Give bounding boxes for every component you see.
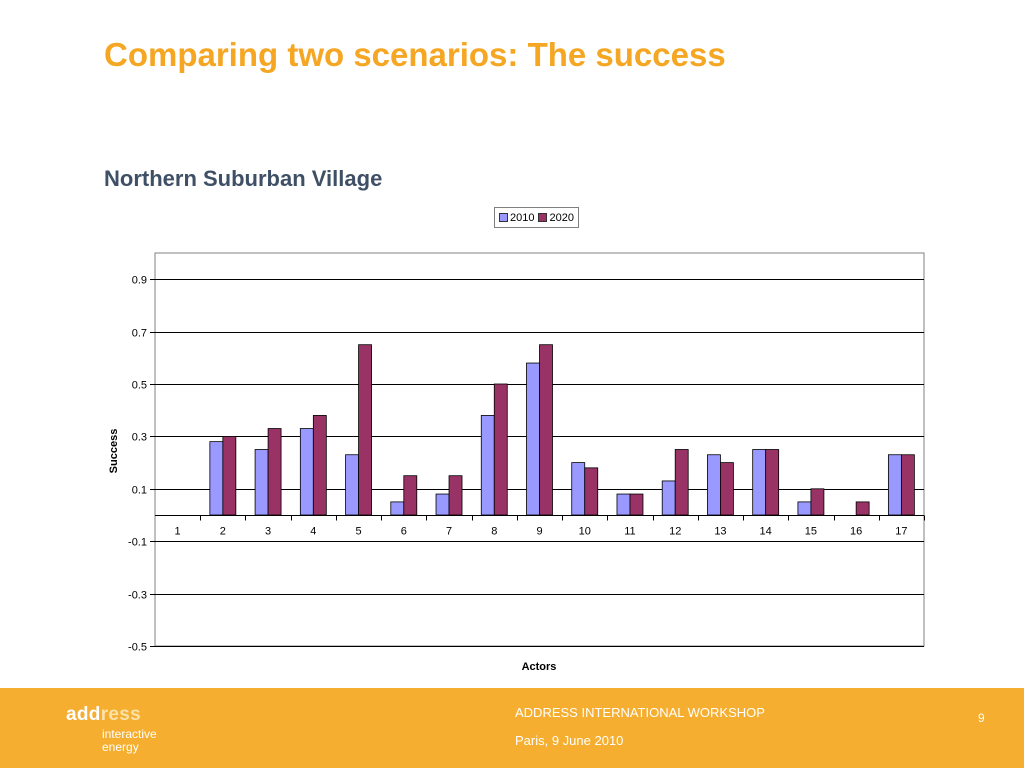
bar-2010-actor-9 [526, 362, 540, 516]
y-tick-label: 0.5 [132, 380, 147, 392]
legend-item-2020: 2020 [538, 211, 574, 224]
bar-2020-actor-3 [267, 428, 282, 516]
gridlines [154, 252, 925, 647]
bar-chart: -0.5-0.3-0.10.10.30.50.70.91 2 3 4 5 6 7 8 9 10 11… [108, 252, 925, 673]
x-tick-label: 12 [669, 526, 681, 538]
x-tick-label: 14 [760, 526, 772, 538]
address-logo: address interactive energy [66, 704, 157, 754]
page-number: 9 [978, 711, 985, 725]
bar-2020-actor-4 [312, 415, 327, 516]
x-tick-label: 17 [895, 526, 907, 538]
x-tick-label: 3 [265, 526, 271, 538]
y-tick-label: 0.7 [132, 328, 147, 340]
x-axis-title: Actors [522, 661, 557, 673]
bars [209, 344, 915, 516]
x-tick-label: 8 [491, 526, 497, 538]
x-tick-label: 13 [714, 526, 726, 538]
bar-2020-actor-17 [900, 454, 915, 516]
bar-2020-actor-13 [720, 462, 734, 516]
bar-2020-actor-10 [584, 467, 599, 516]
bar-2020-actor-9 [539, 344, 553, 516]
logo-wordmark: address [66, 704, 141, 726]
bar-2010-actor-6 [390, 501, 405, 516]
bar-2010-actor-3 [254, 449, 269, 516]
bar-2010-actor-8 [480, 415, 495, 516]
logo-wordmark-light: ress [100, 704, 141, 725]
bar-2010-actor-4 [299, 428, 314, 516]
x-tick-label: 9 [536, 526, 542, 538]
y-tick-label: -0.3 [128, 590, 147, 602]
legend-item-2010: 2010 [499, 212, 534, 224]
x-tick-label: 6 [401, 526, 407, 538]
legend-label-2020: 2020 [549, 211, 574, 224]
y-tick-label: 0.1 [132, 485, 147, 497]
x-tick-label: 4 [310, 526, 316, 538]
bar-2010-actor-13 [707, 454, 721, 516]
y-tick-label: -0.5 [128, 642, 147, 654]
x-tick-label: 15 [805, 526, 817, 538]
bar-2020-actor-14 [765, 449, 780, 516]
x-tick-label: 2 [220, 526, 226, 538]
x-tick-label: 7 [446, 526, 452, 538]
legend-label-2010: 2010 [510, 211, 535, 224]
y-tick-label: 0.9 [132, 275, 147, 287]
bar-2010-actor-17 [887, 454, 902, 516]
logo-tagline-line1: interactive [102, 727, 157, 741]
bar-2010-actor-7 [435, 493, 450, 516]
footer-event-name: ADDRESS INTERNATIONAL WORKSHOP [515, 705, 765, 720]
x-tick-label: 11 [624, 526, 635, 538]
bar-2010-actor-14 [752, 449, 767, 516]
slide-title: Comparing two scenarios: The success [104, 36, 726, 73]
x-tick-label: 5 [355, 526, 361, 538]
chart-legend: 2010 2020 [494, 207, 579, 228]
legend-swatch-2010 [499, 213, 508, 222]
y-tick-label: -0.1 [128, 537, 147, 549]
bar-2020-actor-2 [222, 435, 237, 516]
bar-2010-actor-2 [209, 441, 224, 516]
bar-2020-actor-8 [493, 383, 508, 516]
y-axis-title: Success [108, 429, 120, 474]
bar-2020-actor-15 [810, 488, 825, 516]
bar-2020-actor-5 [358, 344, 372, 516]
footer-bar: address interactive energy ADDRESS INTER… [0, 688, 1024, 768]
x-tick-label: 16 [850, 526, 862, 538]
bar-2020-actor-6 [403, 475, 418, 516]
bar-2010-actor-11 [616, 493, 631, 516]
bar-2020-actor-16 [855, 501, 870, 516]
bar-2020-actor-12 [674, 449, 689, 516]
bar-2010-actor-15 [797, 501, 812, 516]
axes: -0.5-0.3-0.10.10.30.50.70.91 2 3 4 5 6 7 8 9 10 11… [128, 275, 925, 654]
logo-wordmark-dark: add [66, 704, 101, 725]
footer-event-date: Paris, 9 June 2010 [515, 733, 624, 748]
x-tick-label: 1 [175, 526, 181, 538]
y-tick-label: 0.3 [132, 432, 147, 444]
chart-heading: Northern Suburban Village [104, 166, 383, 191]
legend-swatch-2020 [538, 213, 548, 222]
logo-tagline-line2: energy [102, 740, 139, 754]
bar-2010-actor-12 [661, 480, 676, 516]
logo-tagline: interactive energy [102, 728, 157, 754]
bar-2010-actor-5 [345, 454, 359, 516]
bar-2020-actor-11 [629, 493, 644, 516]
bar-2020-actor-7 [448, 475, 463, 516]
x-tick-label: 10 [579, 526, 591, 538]
bar-2010-actor-10 [571, 462, 586, 516]
